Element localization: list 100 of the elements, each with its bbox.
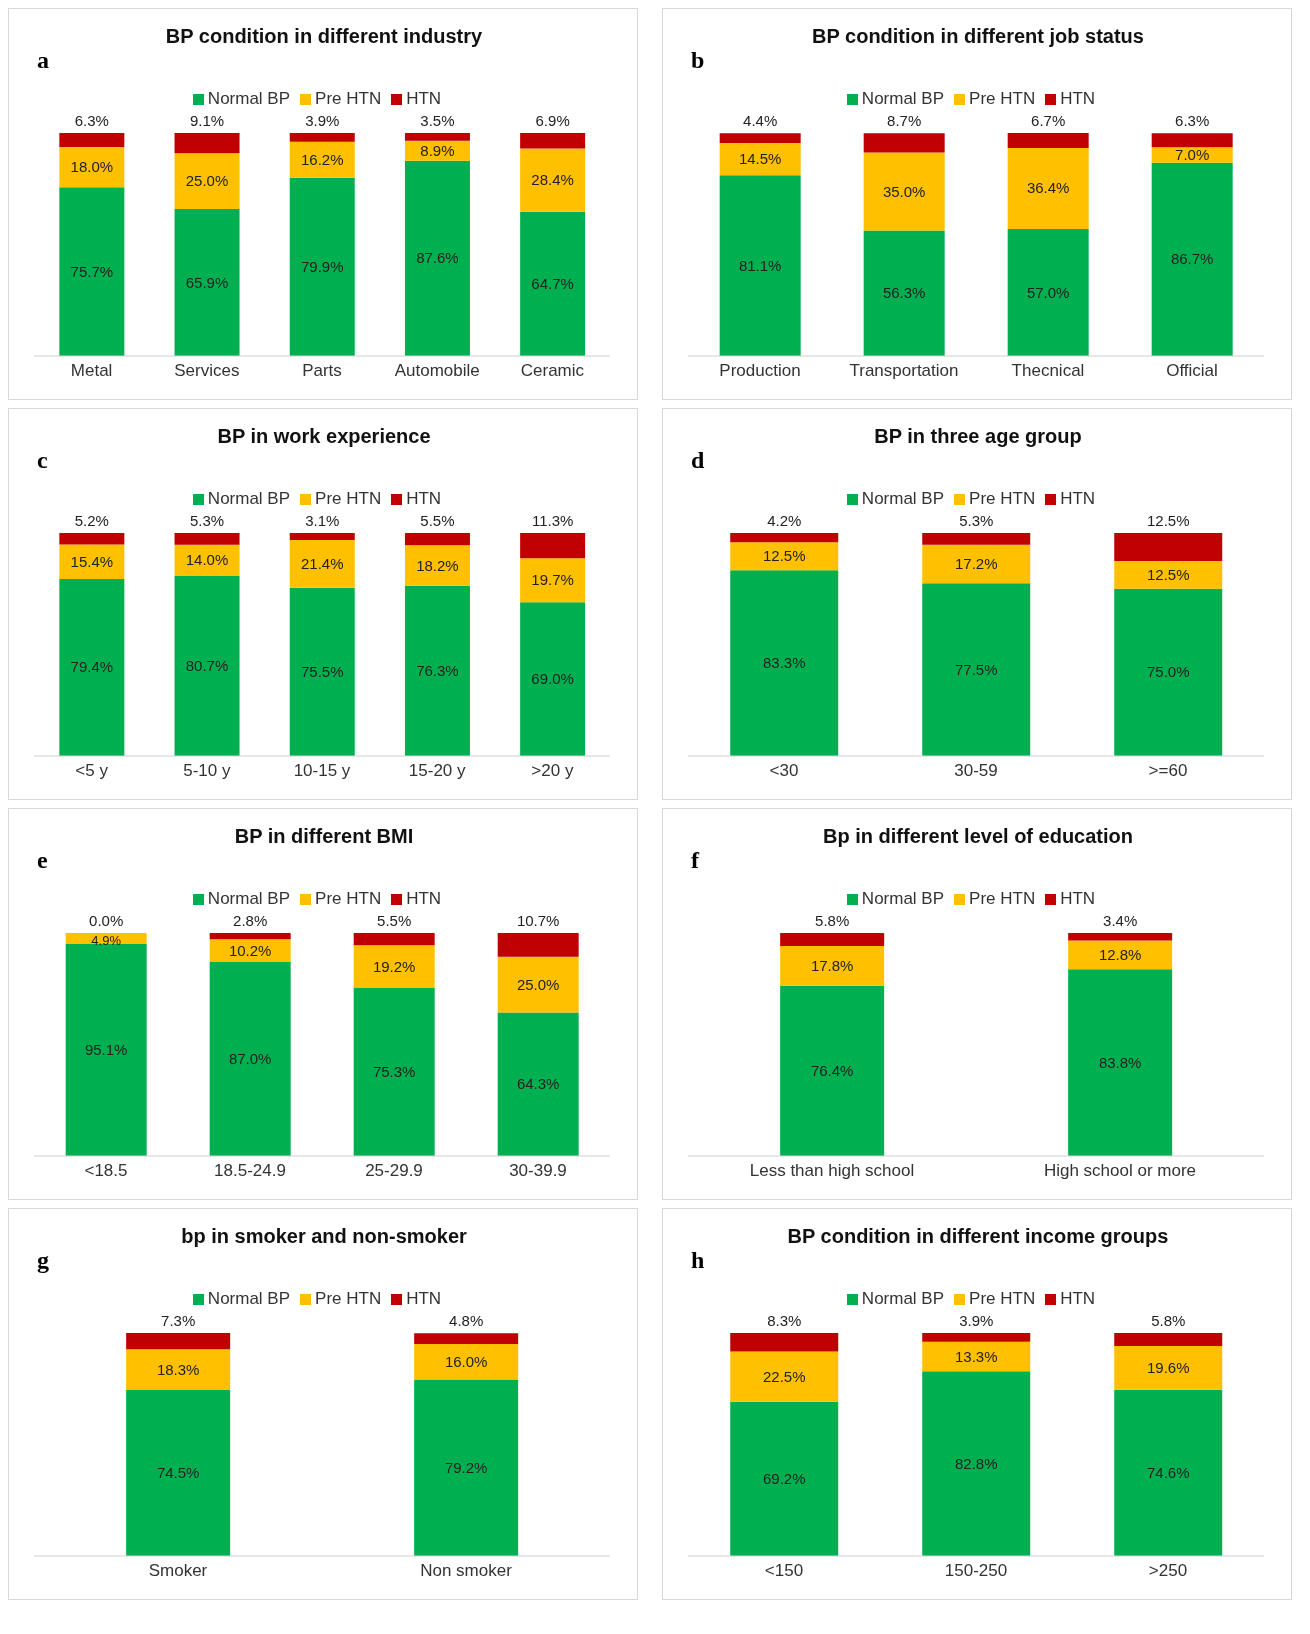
bar bbox=[520, 211, 586, 356]
data-label: 4.2% bbox=[767, 512, 802, 529]
chart-title: bp in smoker and non-smoker bbox=[180, 1225, 468, 1248]
data-label: 10.7% bbox=[516, 912, 560, 929]
bar bbox=[1068, 969, 1173, 1156]
data-label: 56.3% bbox=[882, 284, 926, 302]
chart-title: BP in three age group bbox=[873, 425, 1083, 448]
bar bbox=[289, 133, 355, 142]
bar bbox=[59, 578, 125, 756]
bar bbox=[1151, 162, 1233, 356]
legend-label: HTN bbox=[1060, 489, 1096, 508]
bar bbox=[730, 1351, 839, 1402]
data-label: 8.3% bbox=[767, 1312, 802, 1329]
data-label: 16.0% bbox=[444, 1352, 488, 1370]
x-tick-label: Thecnical bbox=[1011, 361, 1085, 381]
bar bbox=[289, 539, 355, 588]
legend-label: Normal BP bbox=[861, 89, 945, 108]
bar bbox=[1114, 1345, 1223, 1390]
bar bbox=[1007, 229, 1089, 356]
data-label: 74.6% bbox=[1146, 1463, 1190, 1481]
bar bbox=[863, 230, 945, 356]
data-label: 3.1% bbox=[305, 512, 340, 529]
bar bbox=[497, 1012, 579, 1156]
legend-label: Pre HTN bbox=[969, 1289, 1036, 1308]
x-tick-label: >20 y bbox=[531, 761, 574, 781]
data-label: 9.1% bbox=[189, 112, 225, 129]
bar bbox=[404, 585, 470, 756]
data-label: 19.2% bbox=[372, 957, 416, 975]
data-label: 8.9% bbox=[420, 141, 455, 159]
data-label: 19.7% bbox=[531, 571, 574, 589]
chart-title: BP condition in different income groups bbox=[786, 1225, 1170, 1248]
x-tick-label: 30-39.9 bbox=[509, 1161, 567, 1181]
data-label: 18.0% bbox=[70, 158, 114, 176]
data-label: 3.9% bbox=[959, 1312, 994, 1329]
data-label: 69.0% bbox=[531, 670, 574, 688]
data-label: 5.5% bbox=[420, 512, 455, 529]
data-label: 6.3% bbox=[1175, 112, 1210, 130]
x-tick-label: 5-10 y bbox=[183, 761, 231, 781]
x-tick-label: Services bbox=[174, 361, 240, 381]
data-label: 21.4% bbox=[300, 554, 344, 572]
data-label: 28.4% bbox=[531, 171, 574, 189]
legend-label: HTN bbox=[406, 89, 442, 108]
data-label: 76.3% bbox=[416, 661, 459, 679]
data-label: 0.0% bbox=[89, 912, 124, 929]
data-label: 57.0% bbox=[1026, 283, 1070, 301]
legend-label: Pre HTN bbox=[315, 89, 382, 108]
x-tick-label: <30 bbox=[769, 761, 799, 781]
data-label: 5.3% bbox=[189, 512, 225, 529]
data-label: 79.4% bbox=[70, 658, 114, 676]
data-label: 87.0% bbox=[228, 1049, 272, 1067]
data-label: 75.0% bbox=[1146, 663, 1190, 681]
legend-label: Pre HTN bbox=[969, 889, 1036, 908]
x-tick-label: >=60 bbox=[1148, 761, 1188, 781]
bar bbox=[1114, 1333, 1223, 1346]
legend-label: HTN bbox=[406, 1289, 442, 1308]
x-tick-label: 30-59 bbox=[954, 761, 998, 781]
bar bbox=[863, 133, 945, 153]
data-label: 18.2% bbox=[416, 556, 459, 574]
x-tick-label: Ceramic bbox=[520, 361, 585, 381]
legend-label: Normal BP bbox=[861, 1289, 945, 1308]
x-tick-label: Transportation bbox=[849, 361, 959, 381]
text: c bbox=[37, 447, 48, 474]
data-label: 75.3% bbox=[372, 1063, 416, 1081]
data-label: 36.4% bbox=[1026, 179, 1070, 197]
bar bbox=[1068, 933, 1173, 941]
chart-title: BP in different BMI bbox=[233, 825, 415, 848]
legend-label: Pre HTN bbox=[969, 489, 1036, 508]
data-label: 7.3% bbox=[161, 1312, 196, 1329]
x-tick-label: Non smoker bbox=[420, 1561, 513, 1581]
data-label: 5.5% bbox=[377, 912, 412, 929]
text: d bbox=[691, 447, 705, 474]
bar bbox=[922, 1371, 1031, 1556]
data-label: 83.8% bbox=[1098, 1053, 1142, 1071]
data-label: 16.2% bbox=[300, 150, 344, 168]
data-label: 81.1% bbox=[738, 256, 782, 274]
data-label: 82.8% bbox=[954, 1454, 998, 1472]
bar bbox=[174, 533, 240, 545]
bar bbox=[1007, 147, 1089, 230]
bar bbox=[863, 152, 945, 231]
bar bbox=[730, 533, 839, 543]
bar bbox=[520, 148, 586, 212]
data-label: 64.3% bbox=[516, 1075, 560, 1093]
x-tick-label: Smoker bbox=[148, 1561, 208, 1581]
bar bbox=[404, 133, 470, 141]
text: b bbox=[691, 47, 705, 74]
data-label: 2.8% bbox=[233, 912, 268, 929]
x-tick-label: Official bbox=[1166, 361, 1218, 381]
x-tick-label: <150 bbox=[764, 1561, 804, 1581]
text: g bbox=[37, 1247, 49, 1274]
text: a bbox=[37, 47, 49, 74]
x-tick-label: 18.5-24.9 bbox=[214, 1161, 286, 1181]
legend-label: Normal BP bbox=[207, 1289, 291, 1308]
bar bbox=[59, 533, 125, 545]
bar bbox=[126, 1333, 231, 1350]
data-label: 8.7% bbox=[887, 112, 922, 130]
text: f bbox=[691, 847, 699, 874]
text: h bbox=[691, 1247, 705, 1274]
data-label: 79.2% bbox=[444, 1458, 488, 1476]
bar bbox=[414, 1333, 519, 1344]
bar bbox=[1114, 1389, 1223, 1556]
